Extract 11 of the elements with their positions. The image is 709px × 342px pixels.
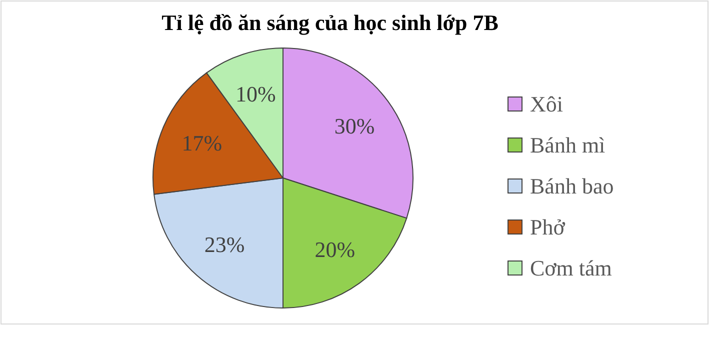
- data-label: 20%: [314, 237, 356, 262]
- legend-label: Bánh bao: [530, 174, 614, 198]
- chart-title: Tỉ lệ đồ ăn sáng của học sinh lớp 7B: [162, 10, 499, 35]
- legend-label: Phở: [530, 214, 566, 240]
- legend-label: Cơm tám: [530, 256, 612, 280]
- legend-label: Bánh mì: [530, 132, 606, 158]
- legend-label: Xôi: [530, 92, 563, 116]
- data-label: 10%: [236, 81, 276, 106]
- data-label: 30%: [334, 114, 375, 139]
- data-label: 17%: [182, 130, 222, 156]
- data-label: 23%: [204, 232, 245, 257]
